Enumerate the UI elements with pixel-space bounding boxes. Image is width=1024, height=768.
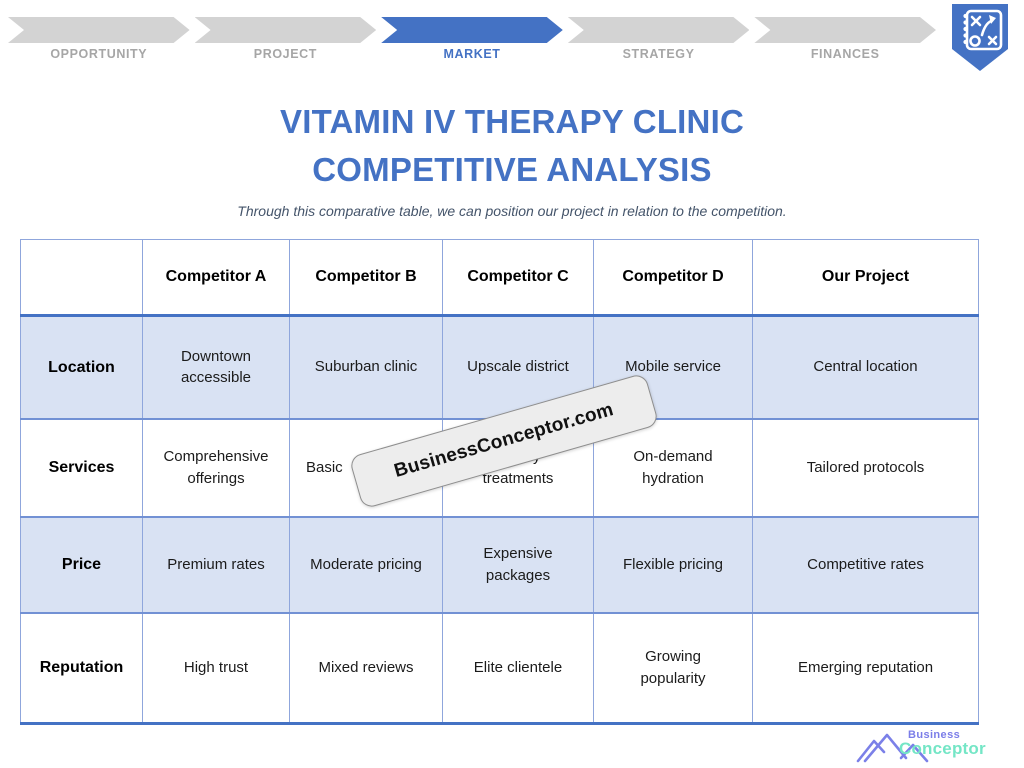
- page-subtitle: Through this comparative table, we can p…: [237, 203, 787, 219]
- row-header-services: Services: [20, 417, 143, 517]
- table-cell: Flexible pricing: [593, 515, 753, 613]
- page-title-line1: VITAMIN IV THERAPY CLINIC: [280, 103, 744, 140]
- column-header-competitor-c: Competitor C: [442, 239, 594, 317]
- process-nav: [8, 17, 936, 43]
- table-cell: Mixed reviews: [289, 611, 443, 725]
- competitive-analysis-table: Competitor A Competitor B Competitor C C…: [20, 239, 979, 725]
- page-title: VITAMIN IV THERAPY CLINIC COMPETITIVE AN…: [0, 98, 1024, 194]
- table-cell: High trust: [142, 611, 290, 725]
- table-cell: Downtown accessible: [142, 314, 290, 419]
- column-header-competitor-a: Competitor A: [142, 239, 290, 317]
- nav-step-opportunity[interactable]: [8, 17, 190, 43]
- nav-label-market[interactable]: MARKET: [443, 47, 501, 61]
- table-cell: Moderate pricing: [289, 515, 443, 613]
- nav-step-project[interactable]: [195, 17, 377, 43]
- table-cell: Growing popularity: [593, 611, 753, 725]
- nav-label-project[interactable]: PROJECT: [253, 47, 318, 61]
- table-cell: Competitive rates: [752, 515, 979, 613]
- table-cell: Emerging reputation: [752, 611, 979, 725]
- table-cell: Tailored protocols: [752, 417, 979, 517]
- table-cell: Upscale district: [442, 314, 594, 419]
- nav-step-finances[interactable]: [754, 17, 936, 43]
- row-header-price: Price: [20, 515, 143, 613]
- page-title-line2: COMPETITIVE ANALYSIS: [312, 151, 712, 188]
- table-cell: Expensive packages: [442, 515, 594, 613]
- table-cell: Elite clientele: [442, 611, 594, 725]
- column-header-competitor-d: Competitor D: [593, 239, 753, 317]
- table-header-row: Competitor A Competitor B Competitor C C…: [20, 239, 979, 317]
- column-header-competitor-b: Competitor B: [289, 239, 443, 317]
- strategy-playbook-icon: [952, 4, 1008, 71]
- table-cell: Premium rates: [142, 515, 290, 613]
- row-header-reputation: Reputation: [20, 611, 143, 725]
- business-conceptor-logo: Business Conceptor: [856, 729, 996, 765]
- table-cell: Comprehensive offerings: [142, 417, 290, 517]
- nav-label-finances[interactable]: FINANCES: [810, 47, 880, 61]
- logo-text-conceptor: Conceptor: [899, 739, 986, 758]
- column-header-our-project: Our Project: [752, 239, 979, 317]
- row-header-location: Location: [20, 314, 143, 419]
- column-header-blank: [20, 239, 143, 317]
- table-cell: Central location: [752, 314, 979, 419]
- nav-step-market[interactable]: [381, 17, 563, 43]
- mountain-logo-icon: [856, 733, 929, 763]
- process-nav-labels: OPPORTUNITY PROJECT MARKET STRATEGY FINA…: [8, 47, 936, 61]
- table-cell: Mobile service: [593, 314, 753, 419]
- nav-step-strategy[interactable]: [568, 17, 750, 43]
- nav-label-strategy[interactable]: STRATEGY: [622, 47, 695, 61]
- table-row-reputation: Reputation High trust Mixed reviews Elit…: [20, 611, 979, 725]
- table-row-location: Location Downtown accessible Suburban cl…: [20, 314, 979, 419]
- nav-label-opportunity[interactable]: OPPORTUNITY: [50, 47, 148, 61]
- logo-text-business: Business: [908, 729, 961, 741]
- table-cell: Suburban clinic: [289, 314, 443, 419]
- table-row-price: Price Premium rates Moderate pricing Exp…: [20, 515, 979, 613]
